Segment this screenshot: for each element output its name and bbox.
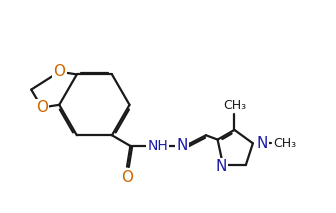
- Text: O: O: [53, 64, 66, 79]
- Text: O: O: [36, 100, 48, 115]
- Text: NH: NH: [148, 139, 168, 153]
- Text: CH₃: CH₃: [273, 137, 296, 150]
- Text: N: N: [216, 159, 227, 174]
- Text: O: O: [121, 170, 133, 185]
- Text: CH₃: CH₃: [223, 99, 246, 112]
- Text: N: N: [176, 138, 187, 153]
- Text: N: N: [257, 136, 268, 151]
